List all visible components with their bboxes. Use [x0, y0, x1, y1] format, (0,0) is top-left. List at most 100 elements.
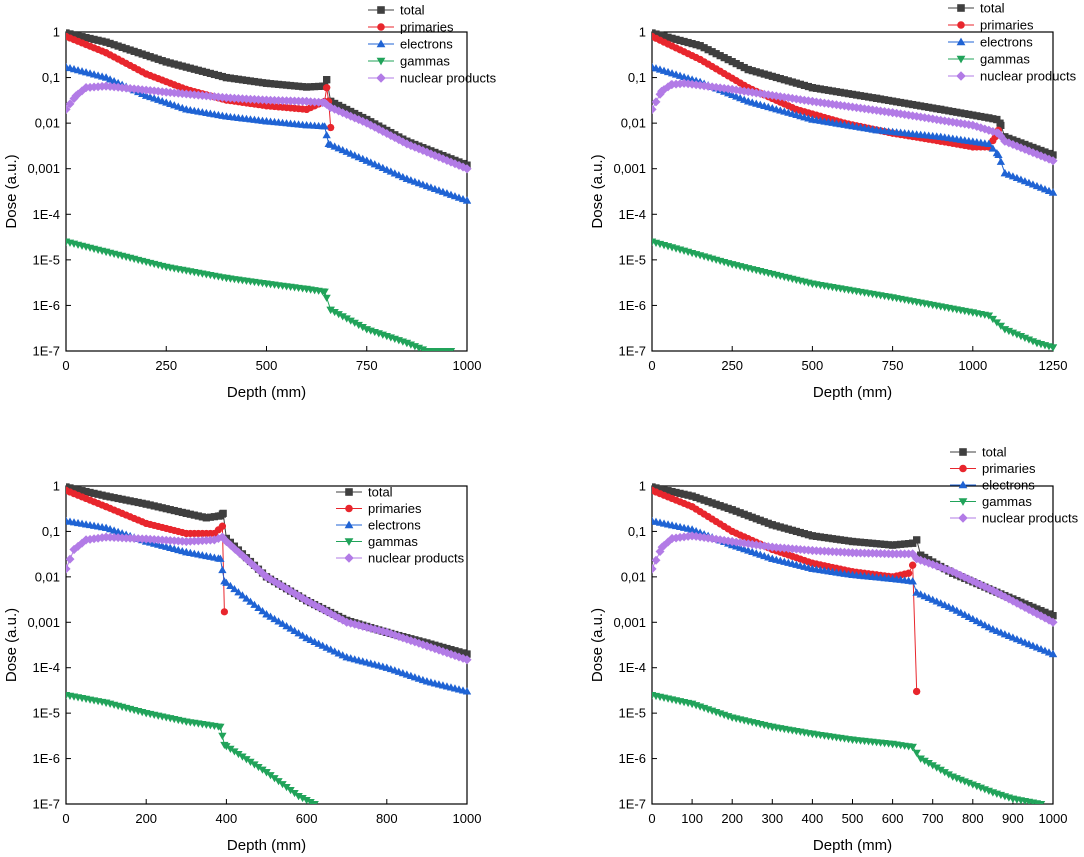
gammas-point — [1032, 339, 1042, 348]
legend-marker — [376, 57, 386, 66]
total-point — [808, 84, 816, 92]
y-tick-label: 0,001 — [613, 615, 646, 630]
total-point — [957, 109, 965, 117]
total-point — [945, 107, 953, 115]
total-point — [274, 80, 283, 88]
primaries-point — [792, 105, 800, 114]
total-point — [852, 538, 861, 546]
total-point — [716, 502, 724, 510]
total-point — [768, 521, 776, 529]
legend-item-primaries: primaries — [950, 461, 1036, 476]
legend-item-electrons: electrons — [336, 518, 421, 533]
legend-item-primaries: primaries — [948, 18, 1034, 33]
x-tick-label: 900 — [1002, 811, 1024, 826]
total-point — [848, 90, 857, 98]
total-point — [194, 512, 202, 520]
electrons-point — [908, 577, 917, 585]
nuclear-products-point — [1048, 617, 1058, 627]
electrons-point — [250, 600, 259, 608]
series-electrons — [66, 62, 472, 204]
primaries-point — [652, 32, 656, 41]
total-point — [756, 69, 764, 77]
nuclear-products-point — [382, 627, 392, 637]
total-point — [166, 59, 174, 67]
x-tick-label: 500 — [256, 358, 278, 373]
total-point — [459, 649, 467, 657]
total-point — [868, 94, 877, 102]
x-tick-label: 1250 — [1039, 358, 1068, 373]
total-point — [844, 537, 853, 545]
nuclear-products-point — [807, 546, 817, 556]
electrons-point — [66, 62, 71, 71]
gammas-point — [222, 274, 231, 283]
total-point — [190, 511, 198, 519]
primaries-point — [913, 687, 921, 696]
total-point — [652, 29, 656, 37]
gammas-point — [330, 308, 339, 317]
electrons-point — [220, 577, 229, 585]
electrons-point — [226, 581, 235, 590]
gammas-point — [808, 730, 817, 738]
legend-label: gammas — [980, 52, 1030, 67]
gammas-point — [278, 781, 287, 789]
electrons-point — [952, 606, 961, 614]
gammas-point — [302, 796, 311, 804]
total-point — [1037, 146, 1045, 155]
electrons-point — [960, 610, 969, 618]
total-point — [832, 88, 841, 96]
x-tick-label: 250 — [721, 358, 743, 373]
x-tick-label: 1000 — [453, 811, 482, 826]
total-point — [126, 46, 134, 54]
total-point — [254, 78, 263, 86]
y-tick-label: 0,001 — [613, 161, 646, 176]
total-point — [652, 30, 660, 38]
total-point — [880, 540, 889, 548]
legend: total primaries electrons gammas nuclear pro… — [948, 1, 1077, 84]
nuclear-products-point — [988, 586, 998, 596]
electrons-point — [1048, 188, 1058, 196]
series-total — [652, 29, 1057, 159]
total-point — [856, 538, 865, 546]
nuclear-products-point — [880, 107, 890, 117]
total-point — [278, 81, 287, 89]
total-point — [162, 58, 170, 66]
total-point — [146, 53, 154, 61]
gammas-point — [652, 238, 657, 246]
total-point — [206, 513, 214, 521]
total-point — [977, 112, 985, 121]
total-point — [708, 499, 716, 507]
total-point — [652, 483, 656, 491]
total-point — [270, 80, 279, 88]
legend-item-electrons: electrons — [368, 37, 453, 52]
legend-label: primaries — [980, 18, 1034, 33]
total-point — [712, 50, 720, 58]
x-tick-label: 600 — [882, 811, 904, 826]
y-tick-label: 0,1 — [42, 524, 60, 539]
total-point — [154, 55, 162, 63]
series-nuclear-products — [66, 81, 472, 174]
total-point — [728, 506, 736, 514]
y-tick-label: 1E-7 — [619, 344, 646, 359]
total-point — [816, 533, 825, 541]
gammas-point — [968, 309, 977, 317]
electrons-point — [66, 516, 71, 525]
total-point — [150, 502, 158, 510]
primaries-point — [102, 503, 110, 511]
nuclear-products-point — [462, 655, 472, 665]
electrons-point — [266, 612, 275, 620]
gammas-point — [1036, 800, 1046, 804]
legend-label: gammas — [400, 54, 450, 69]
gammas-point — [274, 778, 283, 786]
primaries-point — [696, 55, 704, 64]
nuclear-products-point — [262, 572, 271, 582]
gammas-point — [916, 755, 925, 763]
total-point — [893, 98, 901, 106]
total-point — [1017, 139, 1025, 147]
total-point — [897, 540, 905, 548]
legend-item-nuclear-products: nuclear products — [948, 69, 1077, 84]
x-tick-label: 1000 — [958, 358, 987, 373]
gammas-point — [220, 741, 229, 750]
electrons-point — [768, 554, 777, 562]
legend-marker — [956, 37, 966, 46]
legend-label: nuclear products — [400, 71, 497, 86]
